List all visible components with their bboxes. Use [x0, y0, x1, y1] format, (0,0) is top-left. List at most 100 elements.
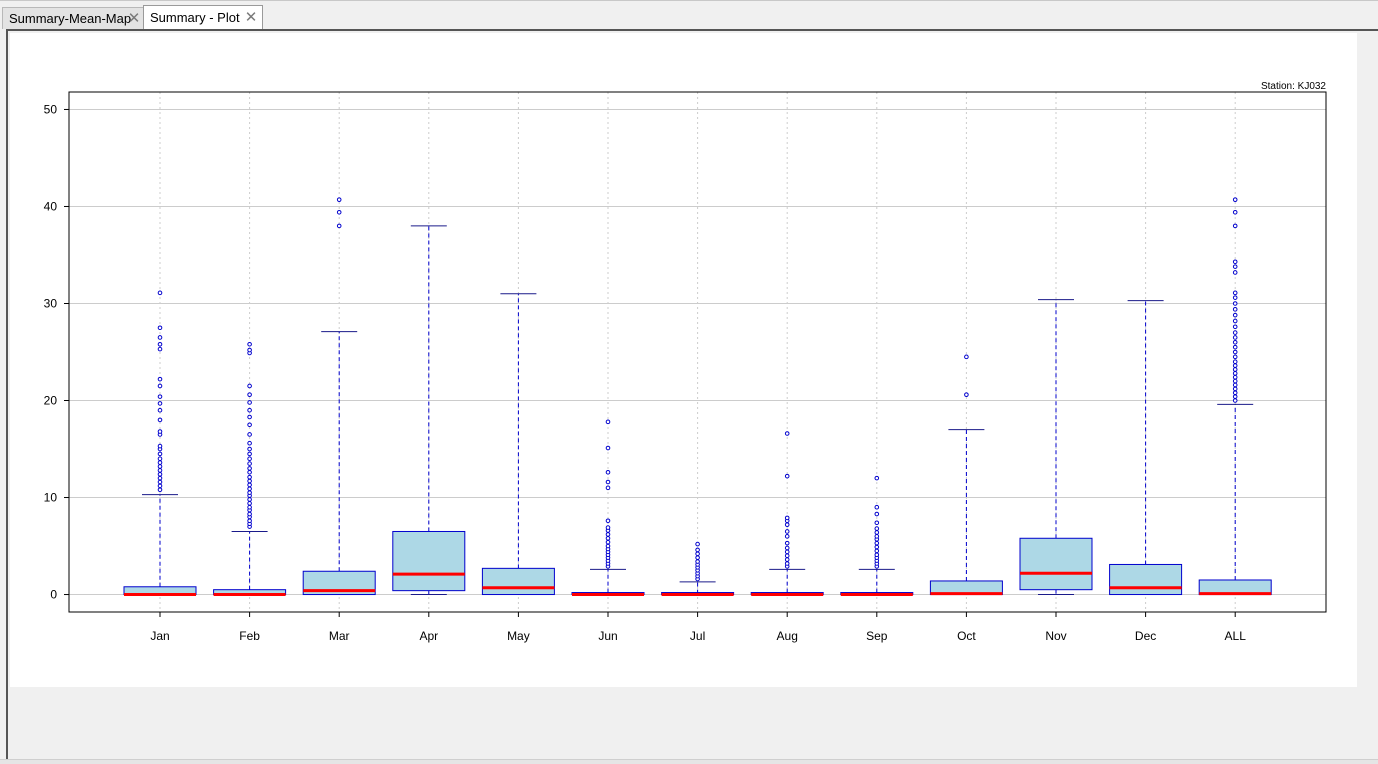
outlier-point [336, 197, 342, 202]
plot-panel: 0 10 20 30 40 50 Jan Feb Mar Apr May Jun Jul Aug Sep Oc… [10, 33, 1357, 687]
outlier-point [1232, 349, 1238, 355]
close-icon[interactable]: ✕ [244, 9, 258, 26]
y-tick-label: 20 [44, 394, 58, 408]
outlier-point [784, 515, 790, 521]
outlier-point [605, 469, 611, 475]
outlier-point [964, 392, 969, 397]
outlier-point [247, 400, 252, 405]
outlier-point [157, 443, 163, 449]
outlier-point [874, 504, 880, 510]
y-tick-label: 40 [44, 199, 58, 213]
outlier-point [874, 520, 880, 526]
outlier-point [874, 530, 880, 535]
outlier-point [247, 422, 252, 428]
box-sep [840, 475, 914, 597]
outlier-point [1232, 197, 1238, 202]
outlier-point [605, 532, 611, 537]
outlier-point [605, 445, 611, 451]
outlier-point [1232, 398, 1238, 403]
tab-label: Summary-Mean-Map [9, 11, 132, 26]
outlier-point [247, 414, 252, 420]
outlier-point [157, 394, 163, 399]
outlier-point [247, 474, 252, 480]
outlier-point [247, 466, 252, 471]
outlier-point [695, 547, 700, 553]
x-tick-label: Mar [329, 629, 350, 643]
outlier-point [1232, 390, 1238, 396]
outlier-point [1232, 367, 1238, 372]
outlier-point [1232, 312, 1238, 318]
box-jul [661, 541, 735, 597]
outlier-point [1232, 324, 1238, 330]
status-strip [0, 759, 1378, 764]
outlier-point [784, 545, 790, 551]
y-tick-label: 0 [50, 588, 57, 602]
outlier-point [157, 290, 163, 296]
box-iqr [392, 530, 466, 592]
outlier-point [784, 529, 790, 534]
y-tick-label: 30 [44, 296, 58, 310]
station-annotation: Station: KJ032 [1261, 81, 1326, 92]
box-mar [302, 197, 376, 596]
box-dec [1109, 300, 1183, 596]
outlier-point [605, 539, 611, 545]
outlier-point [247, 451, 252, 457]
outlier-point [157, 471, 163, 477]
x-tick-label: Apr [419, 629, 438, 643]
outlier-point [1232, 318, 1238, 324]
x-tick-label: Aug [777, 629, 798, 643]
plot-layer [123, 197, 1272, 597]
outlier-point [784, 534, 790, 539]
outlier-point [605, 535, 611, 541]
outlier-point [874, 544, 880, 550]
tab-summary-plot[interactable]: Summary - Plot ✕ [143, 5, 263, 30]
outlier-point [157, 483, 163, 489]
box-may [481, 293, 555, 596]
x-tick-label: Jan [150, 629, 169, 643]
outlier-point [247, 478, 252, 484]
outlier-point [157, 325, 163, 331]
box-oct [929, 354, 1003, 596]
x-tick-label: Jul [690, 629, 705, 643]
outlier-point [1232, 386, 1238, 392]
outlier-point [157, 407, 163, 413]
outlier-point [605, 479, 611, 485]
x-tick-label: Nov [1045, 629, 1066, 643]
outlier-point [157, 487, 163, 493]
outlier-point [247, 456, 252, 462]
box-jun [571, 419, 645, 597]
outlier-point [1232, 264, 1238, 269]
outlier-point [784, 522, 790, 527]
outlier-point [247, 511, 252, 517]
outlier-point [157, 429, 163, 434]
outlier-point [247, 383, 252, 389]
outlier-point [247, 518, 252, 524]
outlier-point [1232, 382, 1238, 388]
outlier-point [157, 376, 163, 382]
outlier-point [1232, 394, 1238, 399]
outlier-point [784, 540, 790, 546]
x-tick-label: Dec [1135, 629, 1156, 643]
outlier-point [157, 401, 163, 406]
outlier-point [247, 347, 252, 353]
outlier-point [874, 552, 880, 558]
outlier-point [784, 553, 790, 559]
outlier-point [695, 551, 700, 557]
outlier-point [1232, 371, 1238, 376]
box-plot-chart: 0 10 20 30 40 50 Jan Feb Mar Apr May Jun Jul Aug Sep Oc… [44, 81, 1327, 643]
outlier-point [874, 511, 880, 517]
outlier-point [605, 543, 611, 549]
outlier-point [157, 346, 163, 352]
tab-label: Summary - Plot [150, 10, 240, 25]
tab-summary-mean-map[interactable]: Summary-Mean-Map ✕ [2, 7, 144, 29]
outlier-point [247, 482, 252, 488]
outlier-point [964, 354, 969, 360]
outlier-point [1232, 354, 1238, 360]
close-icon[interactable]: ✕ [127, 9, 141, 27]
outlier-point [247, 501, 252, 506]
box-iqr [481, 567, 555, 596]
outlier-point [247, 446, 252, 452]
outlier-point [874, 548, 880, 554]
x-tick-label: ALL [1225, 629, 1247, 643]
outlier-point [874, 534, 880, 539]
